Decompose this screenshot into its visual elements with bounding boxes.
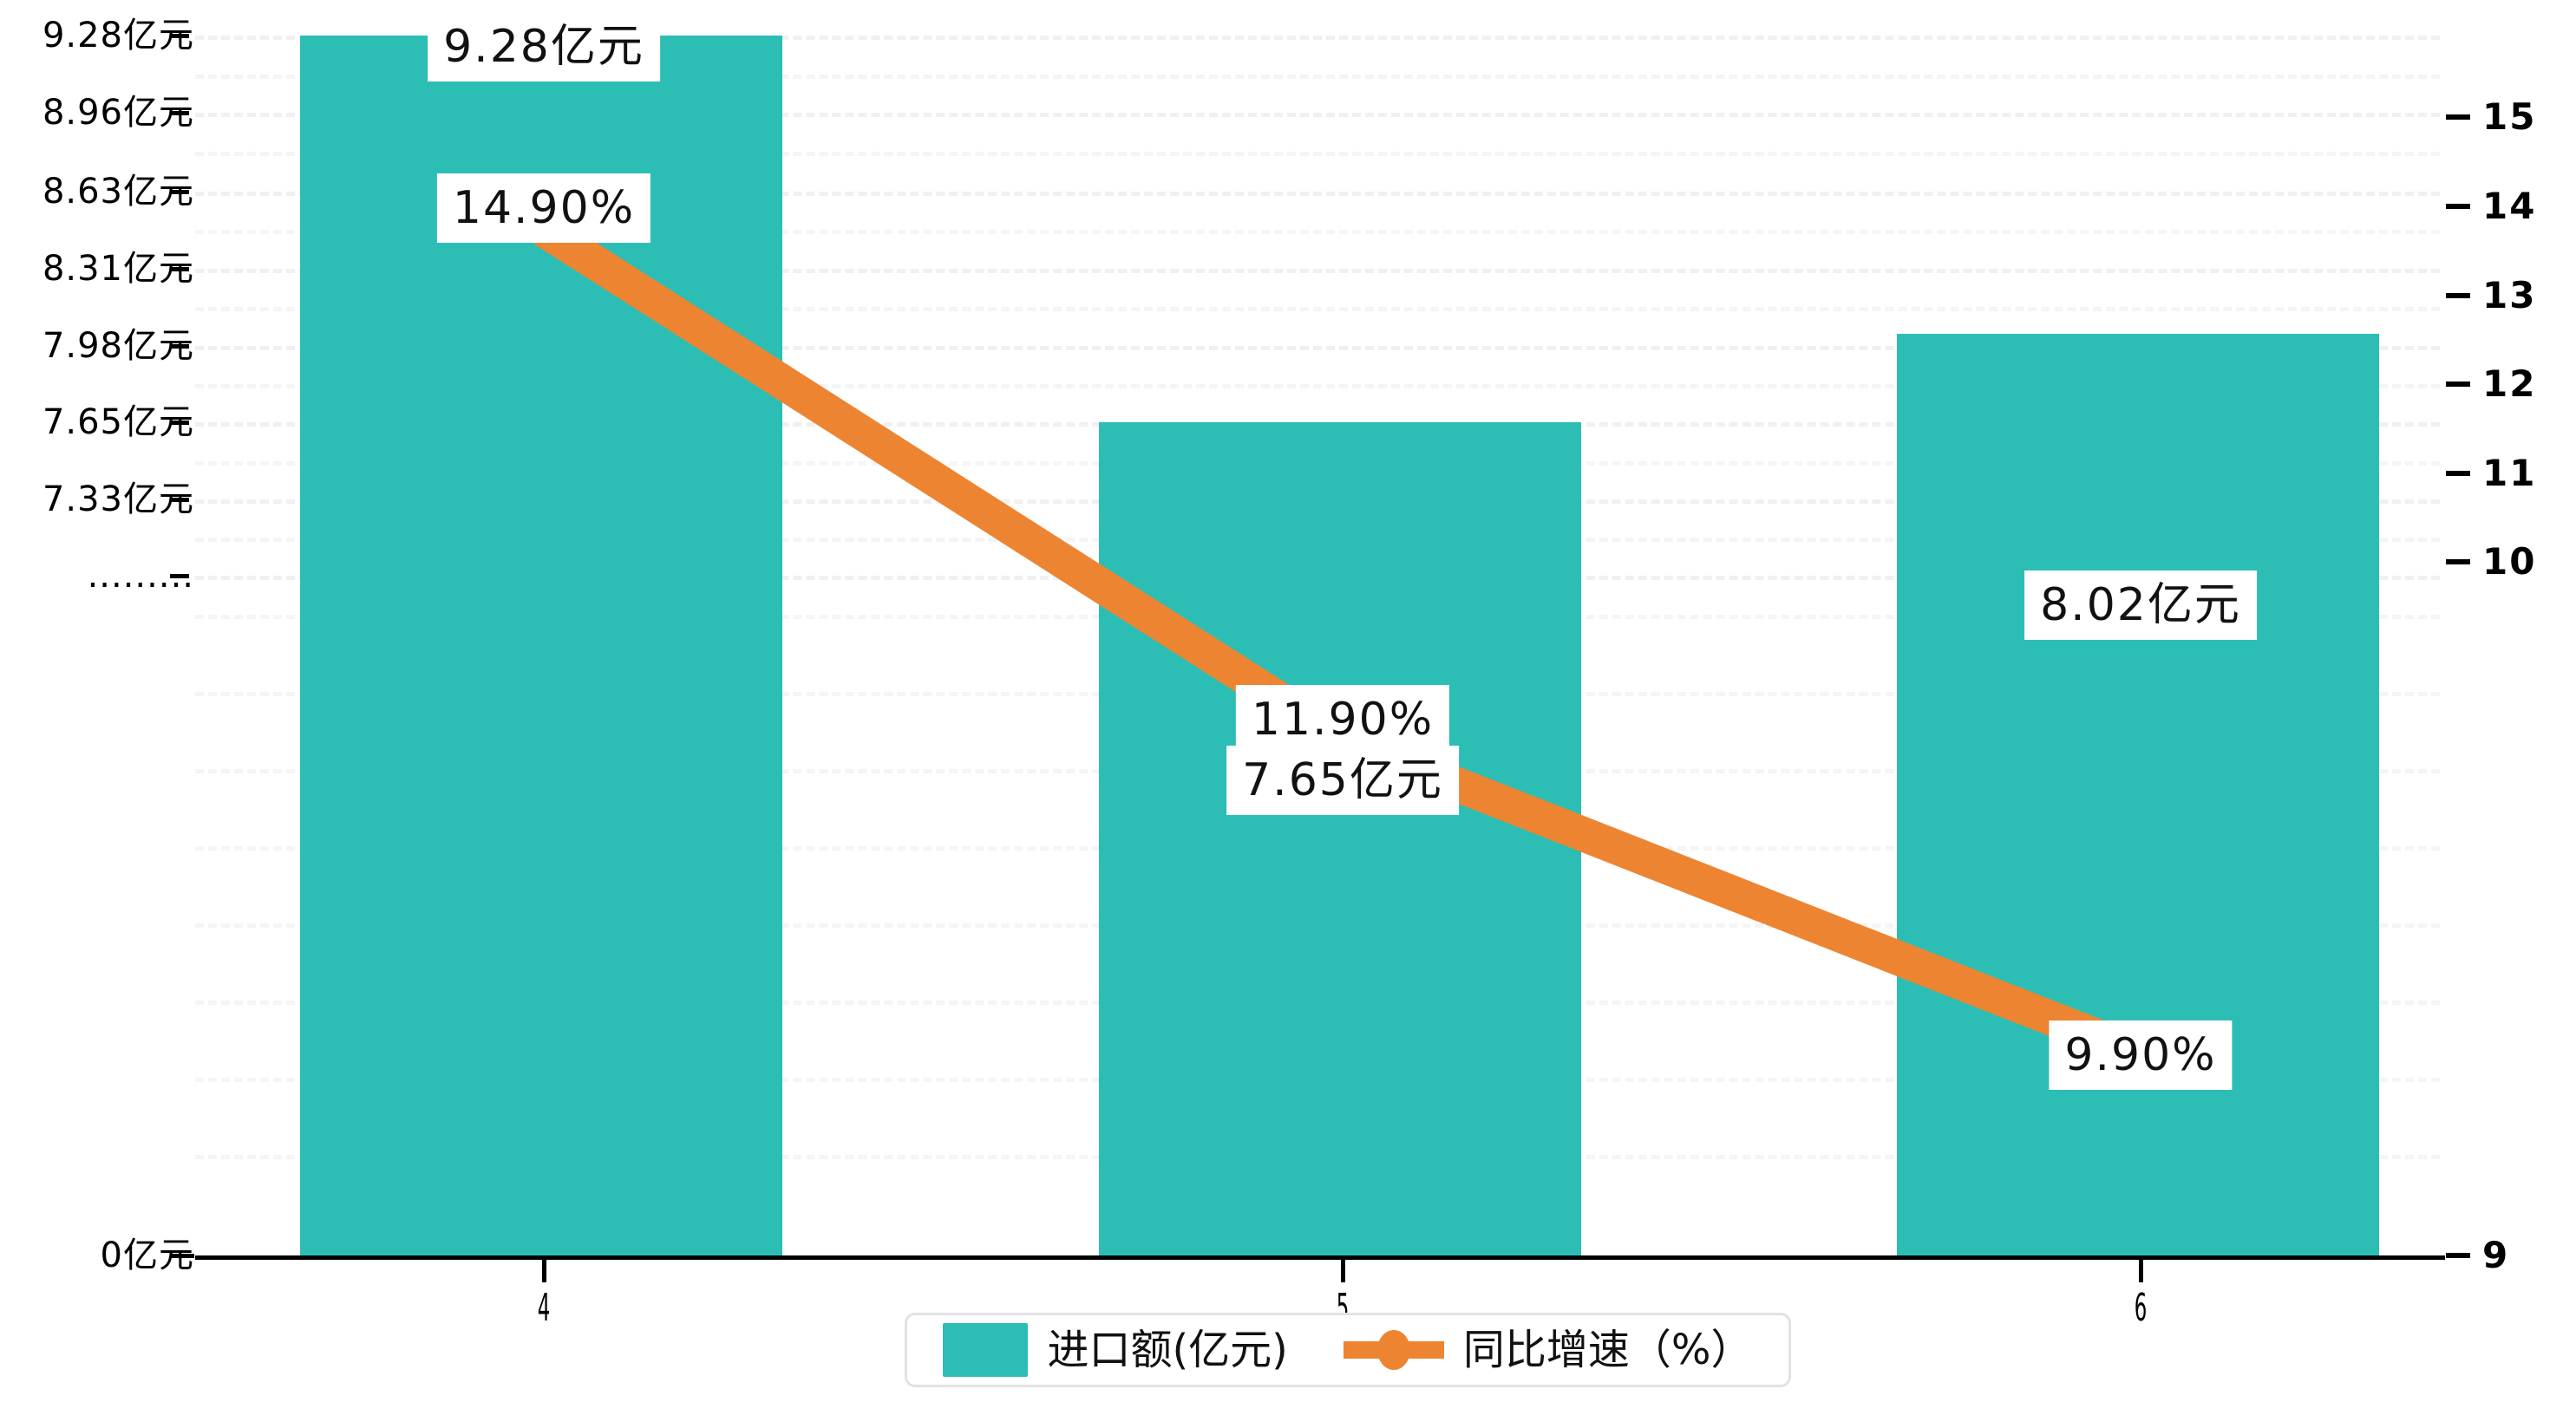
y-axis-tick-right	[2446, 381, 2470, 387]
y-axis-tick-left	[170, 421, 189, 425]
y-axis-label-right: 12	[2482, 362, 2537, 405]
x-axis-tick	[542, 1260, 546, 1282]
y-axis-label-right: 9	[2482, 1234, 2510, 1276]
line-value-label-6: 9.90%	[2049, 1020, 2233, 1090]
y-axis-tick-right	[2446, 204, 2470, 209]
gridline-major	[195, 36, 2440, 40]
y-axis-label-left: 7.33亿元	[42, 479, 194, 519]
gridline-minor	[195, 152, 2440, 156]
legend-label-growth-rate: 同比增速（%）	[1462, 1326, 1753, 1374]
bar-value-label-6: 8.02亿元	[2024, 571, 2257, 640]
y-axis-label-left: 0亿元	[100, 1236, 194, 1275]
y-axis-tick-right	[2446, 293, 2470, 298]
y-axis-tick-left	[170, 267, 189, 271]
gridline-major	[195, 113, 2440, 117]
x-axis-tick	[2139, 1260, 2143, 1282]
bar-swatch-icon	[943, 1323, 1029, 1377]
y-axis-label-left: 8.96亿元	[42, 93, 194, 133]
y-axis-tick-right	[2446, 471, 2470, 476]
y-axis-label-left: 9.28亿元	[42, 16, 194, 55]
x-axis-line	[195, 1255, 2445, 1260]
y-axis-label-right: 14	[2482, 185, 2537, 227]
y-axis-label-right: 10	[2482, 540, 2537, 583]
y-axis-label-right: 15	[2482, 95, 2537, 138]
bar-5[interactable]	[1099, 422, 1581, 1255]
x-axis-label-6: 6	[2134, 1286, 2148, 1330]
y-axis-tick-left	[170, 574, 189, 578]
y-axis-label-left: 8.63亿元	[42, 172, 194, 212]
bar-value-label-5: 7.65亿元	[1226, 746, 1459, 815]
y-axis-label-right: 13	[2482, 274, 2537, 316]
legend[interactable]: 进口额(亿元) 同比增速（%）	[905, 1313, 1791, 1387]
y-axis-label-left: 7.98亿元	[42, 326, 194, 366]
y-axis-tick-right	[2446, 1253, 2470, 1258]
y-axis-tick-left	[170, 498, 189, 502]
y-axis-tick-left	[170, 34, 189, 38]
legend-item-import-amount[interactable]: 进口额(亿元)	[943, 1323, 1288, 1377]
bar-6[interactable]	[1897, 334, 2379, 1255]
y-axis-label-left: 8.31亿元	[42, 249, 194, 289]
line-value-label-4: 14.90%	[436, 173, 651, 243]
y-axis-tick-left	[170, 190, 189, 194]
y-axis-tick-right	[2446, 559, 2470, 564]
y-axis-tick-left	[170, 1254, 194, 1258]
bar-value-label-4: 9.28亿元	[428, 12, 660, 82]
legend-item-growth-rate[interactable]: 同比增速（%）	[1343, 1323, 1753, 1377]
y-axis-tick-right	[2446, 114, 2470, 120]
y-axis-label-left: 7.65亿元	[42, 402, 194, 442]
y-axis-tick-left	[170, 111, 189, 115]
gridline-minor	[195, 75, 2440, 79]
x-axis-label-4: 4	[537, 1286, 551, 1330]
line-dot-swatch-icon	[1343, 1323, 1444, 1377]
legend-label-import-amount: 进口额(亿元)	[1047, 1326, 1288, 1374]
gridline-major	[195, 192, 2440, 196]
y-axis-label-left: .........	[87, 556, 194, 596]
x-axis-tick	[1341, 1260, 1345, 1282]
y-axis-label-right: 11	[2482, 452, 2537, 494]
line-value-label-5: 11.90%	[1235, 685, 1450, 754]
y-axis-tick-left	[170, 344, 189, 349]
